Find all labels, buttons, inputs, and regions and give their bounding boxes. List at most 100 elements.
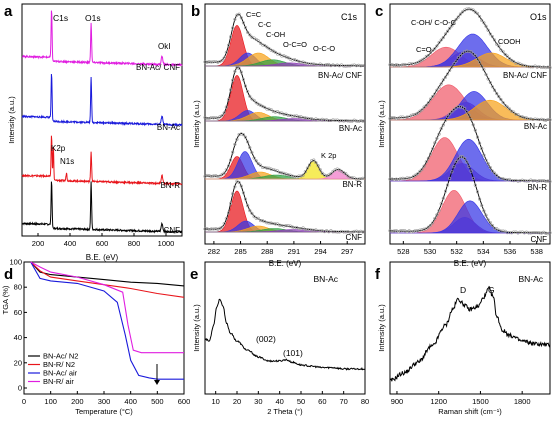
panel-b-y-label: Intensity (a.u.): [192, 100, 201, 148]
raw-data-point: [316, 229, 320, 233]
raw-data-point: [516, 112, 520, 117]
raw-data-point: [499, 48, 503, 52]
raw-data-point: [239, 184, 243, 188]
fit-envelope: [205, 13, 365, 67]
series-label-cnf: CNF: [164, 226, 181, 235]
raw-data-point: [426, 156, 430, 160]
panel-letter-c: c: [375, 3, 383, 20]
raw-data-point: [463, 107, 467, 111]
raw-data-point: [278, 223, 282, 227]
raw-data-point: [465, 160, 469, 164]
raw-data-point: [452, 20, 456, 24]
raw-data-point: [344, 119, 348, 123]
raw-data-point: [527, 231, 531, 235]
raw-data-point: [411, 174, 416, 178]
raw-data-point: [512, 110, 516, 114]
raw-data-point: [514, 112, 518, 116]
raw-data-point: [478, 197, 482, 201]
annotation-c-double-o: C=O: [416, 45, 432, 54]
raw-data-point: [522, 116, 526, 120]
raw-data-point: [256, 162, 260, 166]
x-tick-label: 60: [318, 397, 326, 406]
raw-data-point: [203, 227, 207, 231]
raw-data-point: [405, 176, 409, 180]
spectrum-curve: [204, 298, 366, 371]
panel-c-y-label: Intensity (a.u.): [377, 100, 386, 148]
x-tick-label: 600: [96, 239, 109, 248]
raw-data-point: [475, 190, 480, 194]
raw-data-point: [422, 105, 426, 109]
raw-data-point: [307, 163, 312, 167]
raw-data-point: [471, 176, 475, 180]
raw-data-point: [361, 176, 365, 180]
raw-data-point: [280, 171, 284, 175]
raw-data-point: [456, 15, 460, 19]
raw-data-point: [293, 226, 297, 230]
raw-data-point: [350, 63, 354, 67]
raw-data-point: [220, 172, 224, 176]
raw-data-point: [435, 88, 439, 92]
panel-letter-e: e: [190, 266, 198, 283]
raw-data-point: [243, 26, 248, 30]
raw-data-point: [216, 174, 220, 178]
panel-d-y-ticks: 0 20 40 60 80 100: [9, 258, 27, 393]
y-tick-label: 20: [14, 358, 22, 367]
raw-data-point: [454, 59, 458, 63]
raw-data-point: [293, 174, 297, 179]
raw-data-point: [388, 63, 392, 67]
raw-data-point: [354, 119, 359, 123]
raw-data-point: [256, 216, 260, 220]
panel-letter-f: f: [375, 266, 381, 283]
raw-data-point: [224, 50, 228, 54]
raw-data-point: [235, 137, 239, 141]
raw-data-point: [265, 166, 269, 170]
raw-data-point: [435, 213, 439, 217]
raw-data-point: [448, 112, 452, 116]
series-label-bnac: BN-Ac: [157, 123, 180, 132]
raw-data-point: [467, 164, 471, 168]
raw-data-point: [501, 49, 505, 54]
raw-data-point: [454, 106, 458, 110]
raw-data-point: [448, 68, 452, 72]
panel-b-x-ticks: 282 285 288 291 294 297: [208, 241, 353, 256]
annotation-n1s: N1s: [60, 157, 74, 166]
raw-data-point: [411, 113, 416, 117]
panel-d-y-label: TGA (%): [1, 285, 10, 314]
raw-data-point: [465, 49, 469, 53]
raw-data-point: [507, 231, 512, 235]
raw-data-point: [222, 221, 226, 226]
raw-data-point: [316, 118, 320, 122]
legend-label: BN-Ac/ N2: [43, 352, 78, 361]
raw-data-point: [488, 80, 492, 85]
x-tick-label: 282: [208, 247, 221, 256]
raw-data-point: [350, 176, 354, 180]
raw-data-point: [471, 52, 475, 56]
raw-data-point: [428, 152, 433, 156]
raw-data-point: [499, 97, 503, 101]
raw-data-point: [501, 229, 505, 233]
raw-data-point: [284, 112, 288, 116]
raw-data-point: [224, 168, 228, 172]
raw-data-point: [312, 62, 316, 66]
raw-data-point: [399, 176, 403, 180]
raw-data-point: [484, 72, 488, 77]
raw-data-point: [420, 108, 424, 112]
raw-data-point: [361, 119, 365, 123]
raw-data-point: [237, 12, 241, 16]
raw-data-point: [275, 110, 280, 114]
raw-data-point: [280, 54, 284, 58]
raw-data-point: [548, 231, 552, 235]
raw-data-point: [342, 119, 346, 123]
annotation-002: (002): [256, 334, 276, 344]
raw-data-point: [431, 147, 435, 151]
raw-data-point: [246, 204, 250, 208]
y-tick-label: 80: [14, 283, 22, 292]
raw-data-point: [495, 227, 499, 231]
raw-data-point: [267, 221, 271, 225]
raw-data-point: [286, 224, 290, 228]
raw-data-point: [503, 52, 507, 56]
raw-data-point: [243, 197, 248, 201]
raw-data-point: [237, 181, 241, 185]
raw-data-point: [443, 118, 448, 122]
